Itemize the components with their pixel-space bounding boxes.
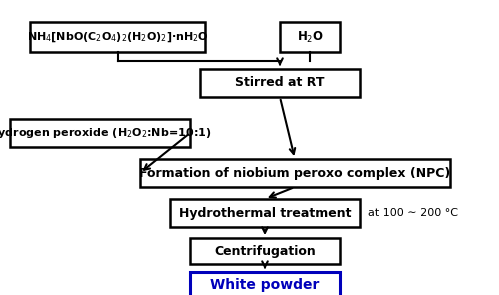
FancyBboxPatch shape xyxy=(200,69,360,97)
Text: Hydrothermal treatment: Hydrothermal treatment xyxy=(179,206,351,219)
Text: Formation of niobium peroxo complex (NPC): Formation of niobium peroxo complex (NPC… xyxy=(139,166,451,179)
FancyBboxPatch shape xyxy=(30,22,206,52)
FancyBboxPatch shape xyxy=(280,22,340,52)
FancyBboxPatch shape xyxy=(140,159,450,187)
Text: Stirred at RT: Stirred at RT xyxy=(235,76,325,89)
Text: Centrifugation: Centrifugation xyxy=(214,245,316,258)
FancyBboxPatch shape xyxy=(190,238,340,264)
FancyBboxPatch shape xyxy=(190,272,340,295)
Text: NH$_4$[NbO(C$_2$O$_4$)$_2$(H$_2$O)$_2$]·nH$_2$O: NH$_4$[NbO(C$_2$O$_4$)$_2$(H$_2$O)$_2$]·… xyxy=(27,30,209,44)
Text: at 100 ∼ 200 °C: at 100 ∼ 200 °C xyxy=(368,208,458,218)
FancyBboxPatch shape xyxy=(10,119,190,147)
Text: Hydrogen peroxide (H$_2$O$_2$:Nb=10:1): Hydrogen peroxide (H$_2$O$_2$:Nb=10:1) xyxy=(0,126,212,140)
FancyBboxPatch shape xyxy=(170,199,360,227)
Text: H$_2$O: H$_2$O xyxy=(296,30,323,45)
Text: White powder: White powder xyxy=(210,278,320,292)
